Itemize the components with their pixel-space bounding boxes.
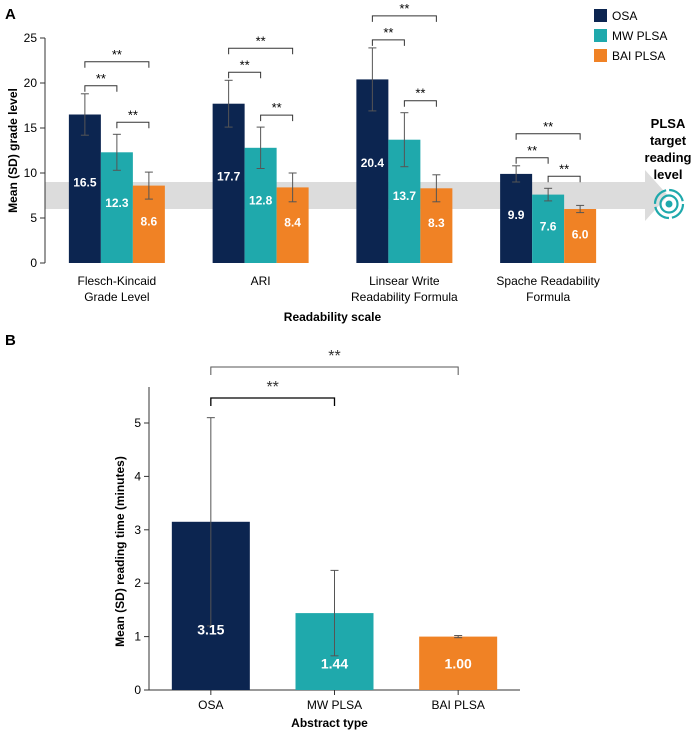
significance-label: ** [112, 47, 122, 62]
panel-a-label: A [5, 6, 16, 23]
legend-swatch [594, 49, 607, 62]
significance-label: ** [559, 161, 569, 176]
significance-label: ** [272, 100, 282, 115]
y-tick-label: 25 [24, 31, 38, 45]
x-category-label: Formula [526, 290, 570, 304]
significance-label: ** [96, 71, 106, 86]
target-label-line: level [654, 167, 683, 182]
target-label-line: PLSA [651, 116, 686, 131]
x-category-label: ARI [251, 274, 271, 288]
y-tick-label: 1 [134, 630, 141, 644]
significance-label: ** [527, 143, 537, 158]
significance-label: ** [240, 57, 250, 72]
bar-value-label: 3.15 [197, 621, 224, 637]
x-category-label: Readability Formula [351, 290, 458, 304]
y-tick-label: 2 [134, 576, 141, 590]
target-center [665, 200, 673, 208]
significance-bracket [228, 71, 262, 79]
y-tick-label: 4 [134, 469, 141, 483]
x-category-label: MW PLSA [307, 698, 362, 712]
y-tick-label: 5 [30, 211, 37, 225]
bar-value-label: 8.4 [284, 215, 301, 229]
bar [212, 103, 245, 263]
significance-label: ** [128, 107, 138, 122]
target-label-line: target [650, 133, 687, 148]
target-label-line: reading [645, 150, 692, 165]
y-tick-label: 0 [134, 683, 141, 697]
y-tick-label: 10 [24, 166, 38, 180]
bar-value-label: 6.0 [572, 227, 589, 241]
legend-label: OSA [612, 9, 637, 23]
significance-bracket [84, 61, 150, 68]
legend-swatch [594, 9, 607, 22]
significance-bracket [515, 133, 581, 140]
bar-value-label: 1.44 [321, 655, 348, 671]
significance-bracket [228, 47, 294, 55]
target-reading-level: PLSA target reading level [645, 116, 692, 220]
y-axis-title: Mean (SD) reading time (minutes) [113, 456, 127, 647]
significance-bracket [260, 114, 294, 122]
significance-bracket [547, 175, 581, 183]
legend: OSA MW PLSA BAI PLSA [594, 9, 667, 63]
bar [564, 209, 597, 263]
x-category-label: BAI PLSA [431, 698, 484, 712]
target-ring-inner [659, 194, 679, 214]
bar-value-label: 9.9 [508, 208, 525, 222]
x-category-label: Flesch-Kincaid [78, 274, 157, 288]
bar [532, 194, 565, 263]
y-tick-label: 15 [24, 121, 38, 135]
bar-value-label: 13.7 [393, 189, 417, 203]
bar-value-label: 12.3 [105, 196, 129, 210]
significance-label: ** [266, 379, 278, 396]
significance-bracket [371, 15, 437, 22]
significance-label: ** [543, 119, 553, 134]
x-axis-title: Abstract type [291, 716, 368, 730]
significance-label: ** [256, 33, 266, 48]
significance-bracket [210, 366, 459, 375]
significance-bracket [403, 100, 437, 107]
significance-label: ** [328, 348, 340, 365]
target-ring-outer [653, 188, 685, 220]
y-tick-label: 0 [30, 256, 37, 270]
significance-label: ** [383, 25, 393, 40]
x-category-label: OSA [198, 698, 223, 712]
significance-label: ** [415, 86, 425, 101]
bar-value-label: 8.3 [428, 216, 445, 230]
bar [500, 173, 533, 263]
bar-value-label: 7.6 [540, 219, 557, 233]
significance-bracket [210, 397, 336, 406]
panel-b-label: B [5, 332, 16, 349]
bar [419, 636, 498, 690]
significance-bracket [371, 39, 405, 46]
chart-a-readability: 0 5 10 15 20 25 Mean (SD) grade level 16.5 12.3 8… [6, 1, 668, 324]
x-category-label: Linsear Write [369, 274, 440, 288]
target-icon [653, 188, 685, 220]
y-tick-label: 5 [134, 416, 141, 430]
bar-value-label: 12.8 [249, 194, 273, 208]
legend-label: MW PLSA [612, 29, 667, 43]
bar-value-label: 8.6 [141, 214, 158, 228]
bar-value-label: 1.00 [445, 655, 472, 671]
bar [68, 114, 101, 263]
significance-label: ** [399, 1, 409, 16]
significance-bracket [116, 121, 150, 129]
significance-bracket [84, 85, 118, 92]
bar-value-label: 17.7 [217, 169, 241, 183]
y-axis-title: Mean (SD) grade level [6, 88, 20, 213]
bar-value-label: 16.5 [73, 175, 97, 189]
x-axis-title: Readability scale [284, 310, 382, 324]
legend-label: BAI PLSA [612, 49, 665, 63]
x-category-label: Grade Level [84, 290, 149, 304]
x-category-label: Spache Readability [496, 274, 599, 288]
y-tick-label: 3 [134, 523, 141, 537]
y-tick-label: 20 [24, 76, 38, 90]
significance-bracket [515, 157, 549, 164]
legend-swatch [594, 29, 607, 42]
chart-b-reading-time: 0 1 2 3 4 5 Mean (SD) reading time (minutes) 3.… [113, 348, 520, 730]
bar-value-label: 20.4 [361, 156, 385, 170]
